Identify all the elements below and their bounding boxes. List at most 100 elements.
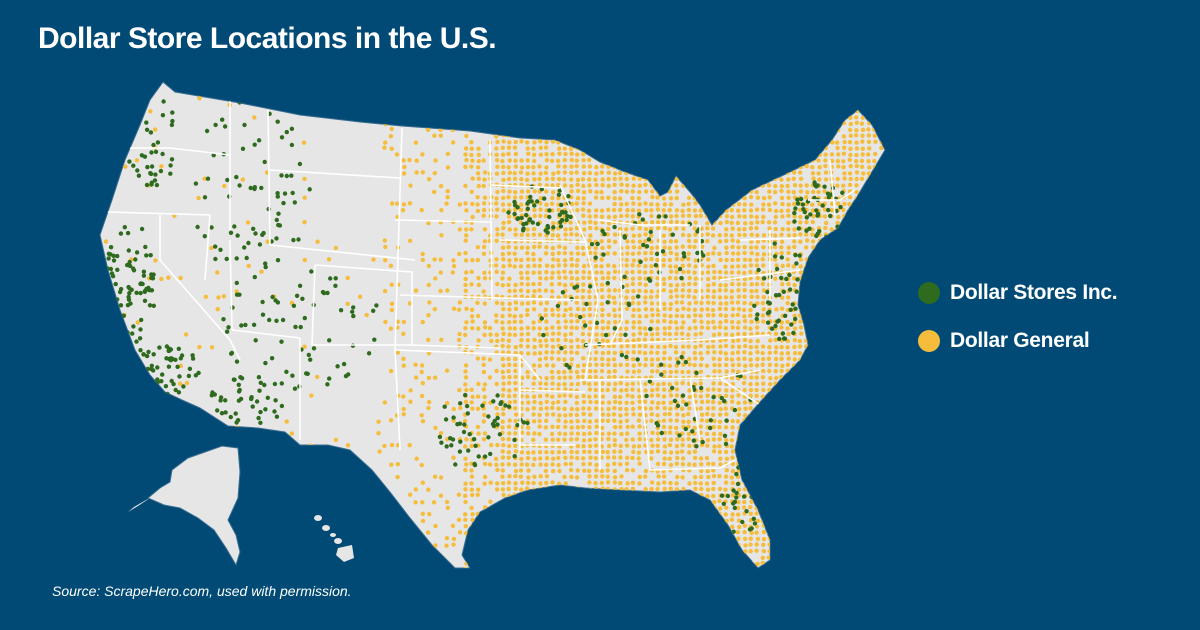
store-dot xyxy=(822,245,828,250)
store-dot xyxy=(619,431,624,437)
store-dot xyxy=(706,84,711,90)
store-dot xyxy=(649,233,654,238)
store-dot xyxy=(717,400,722,405)
store-dot xyxy=(414,158,419,163)
store-dot xyxy=(593,127,598,133)
store-dot xyxy=(780,82,785,83)
store-dot xyxy=(780,214,785,219)
store-dot xyxy=(743,406,748,411)
store-dot xyxy=(662,412,668,417)
store-dot xyxy=(842,493,847,498)
store-dot xyxy=(687,562,692,567)
store-dot xyxy=(755,115,760,120)
store-dot xyxy=(544,498,549,504)
store-dot xyxy=(631,444,636,449)
store-dot xyxy=(823,518,828,523)
store-dot xyxy=(562,357,567,362)
store-dot xyxy=(612,96,618,101)
store-dot xyxy=(828,238,834,244)
store-dot xyxy=(518,264,524,269)
store-dot xyxy=(389,307,395,313)
store-dot xyxy=(804,449,809,455)
store-dot xyxy=(494,269,499,274)
store-dot xyxy=(656,400,661,406)
store-dot xyxy=(724,245,729,250)
store-dot xyxy=(488,499,493,504)
store-dot xyxy=(699,399,705,405)
store-dot xyxy=(730,115,735,120)
store-dot xyxy=(444,114,449,119)
store-dot xyxy=(481,244,487,250)
store-dot xyxy=(829,368,835,373)
store-dot xyxy=(829,325,835,330)
store-dot xyxy=(736,251,741,256)
store-dot xyxy=(674,90,680,95)
store-dot xyxy=(617,400,623,405)
store-dot xyxy=(686,567,691,568)
store-dot xyxy=(848,486,854,492)
store-dot xyxy=(600,307,605,312)
store-dot xyxy=(612,264,617,269)
store-dot xyxy=(520,77,524,81)
store-dot xyxy=(718,518,723,523)
store-dot xyxy=(861,362,866,367)
store-dot xyxy=(562,567,567,568)
store-dot xyxy=(587,90,592,96)
store-dot xyxy=(680,443,685,448)
store-dot xyxy=(680,288,685,293)
store-dot xyxy=(661,288,666,293)
store-dot xyxy=(587,567,593,568)
store-dot xyxy=(723,195,729,200)
store-dot xyxy=(637,288,642,293)
store-dot xyxy=(166,542,171,547)
store-dot xyxy=(710,233,716,238)
store-dot xyxy=(612,232,618,237)
store-dot xyxy=(575,84,580,90)
store-dot xyxy=(662,306,667,311)
store-dot xyxy=(414,530,419,535)
store-dot xyxy=(737,232,742,238)
store-dot xyxy=(575,499,580,504)
store-dot xyxy=(611,343,617,349)
store-dot xyxy=(847,202,852,207)
store-dot xyxy=(816,523,822,529)
store-dot xyxy=(687,554,692,559)
store-dot xyxy=(767,499,773,505)
store-dot xyxy=(835,313,840,319)
store-dot xyxy=(729,208,734,213)
store-dot xyxy=(823,481,828,486)
store-dot xyxy=(668,114,673,119)
store-dot xyxy=(203,294,208,299)
store-dot xyxy=(823,102,828,107)
store-dot xyxy=(388,368,394,374)
store-dot xyxy=(841,462,846,467)
store-dot xyxy=(612,134,617,139)
store-dot xyxy=(469,314,475,319)
store-dot xyxy=(506,530,512,535)
store-dot xyxy=(543,170,549,176)
store-dot xyxy=(711,263,716,269)
store-dot xyxy=(482,412,487,418)
store-dot xyxy=(798,214,803,220)
store-dot xyxy=(730,170,736,175)
store-dot xyxy=(673,102,679,108)
store-dot xyxy=(717,233,722,238)
store-dot xyxy=(612,176,617,182)
store-dot xyxy=(853,84,859,89)
store-dot xyxy=(705,108,710,113)
store-dot xyxy=(630,505,635,510)
store-dot xyxy=(463,369,468,374)
store-dot xyxy=(823,177,829,182)
store-dot xyxy=(674,183,679,188)
store-dot xyxy=(525,493,530,498)
store-dot xyxy=(433,543,438,548)
store-dot xyxy=(674,170,679,175)
store-dot xyxy=(828,554,834,560)
store-dot xyxy=(401,363,406,368)
store-dot xyxy=(736,152,741,158)
store-dot xyxy=(675,189,680,194)
store-dot xyxy=(606,400,612,405)
store-dot xyxy=(519,430,525,435)
store-dot xyxy=(737,127,742,132)
store-dot xyxy=(556,406,561,411)
